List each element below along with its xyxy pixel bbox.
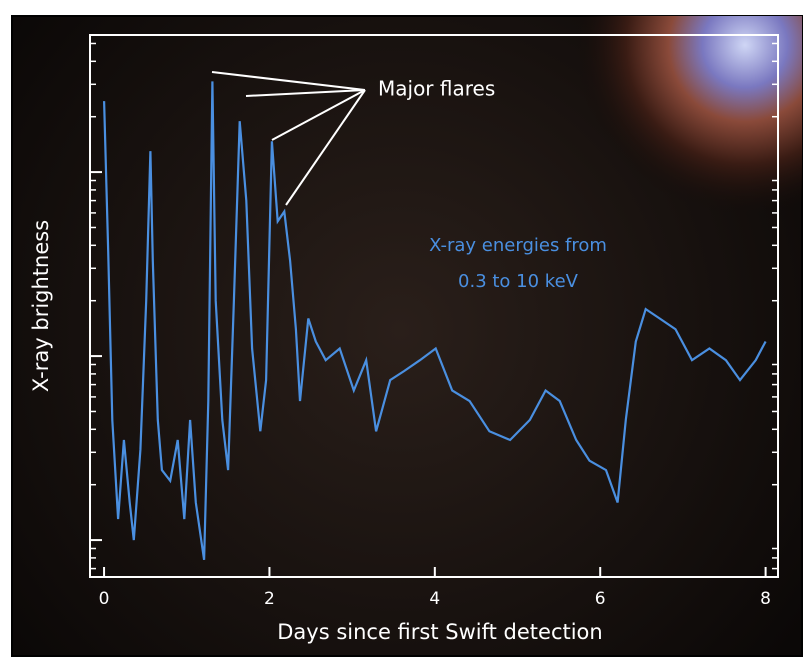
x-tick-label: 8 [760,589,771,609]
x-tick-label: 2 [264,589,275,609]
x-tick-label: 0 [99,589,110,609]
flare-pointers [211,71,366,206]
annotation: 0.3 to 10 keV [458,271,579,292]
annotation: Major flares [378,77,495,101]
y-axis-label: X-ray brightness [29,220,53,392]
x-tick-label: 4 [429,589,440,609]
light-curve [103,81,767,561]
minor-ticks [90,42,778,570]
swirl [560,16,802,216]
x-axis-label: Days since first Swift detection [277,620,602,644]
annotation: X-ray energies from [429,235,607,256]
x-tick-label: 6 [595,589,606,609]
